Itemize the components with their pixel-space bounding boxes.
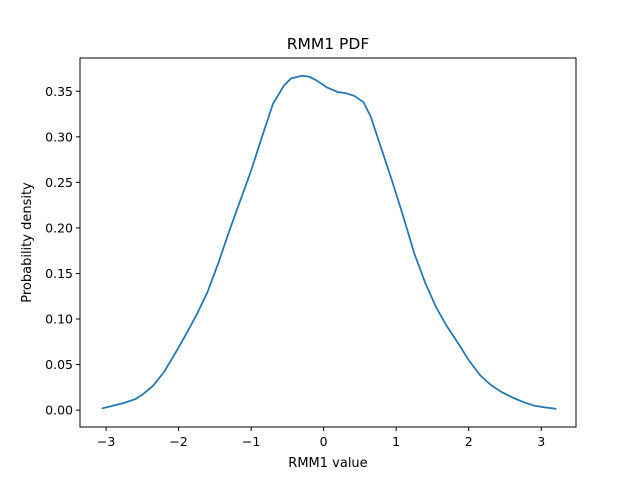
plot-frame: [79, 57, 577, 428]
y-axis: 0.00 0.05 0.10 0.15 0.20 0.25 0.30 0.35: [45, 84, 80, 418]
series-line-0: [101, 74, 557, 410]
x-tick-label: −2: [169, 434, 187, 449]
y-tick-label: 0.05: [45, 357, 73, 372]
y-tick-label: 0.15: [45, 266, 73, 281]
x-tick-label: −1: [242, 434, 260, 449]
y-tick-label: 0.30: [45, 129, 73, 144]
y-tick-label: 0.20: [45, 220, 73, 235]
x-tick-label: 3: [537, 434, 545, 449]
x-tick-label: 2: [465, 434, 473, 449]
y-axis-label: Probability density: [20, 182, 35, 303]
x-tick-label: −3: [97, 434, 115, 449]
series-layer: [101, 74, 557, 410]
chart-title: RMM1 PDF: [287, 35, 370, 53]
x-tick-label: 0: [320, 434, 328, 449]
y-tick-label: 0.25: [45, 175, 73, 190]
x-tick-label: 1: [392, 434, 400, 449]
y-tick-label: 0.10: [45, 312, 73, 327]
x-axis: −3 −2 −1 0 1 2 3: [97, 427, 545, 449]
y-tick-label: 0.00: [45, 403, 73, 418]
x-axis-label: RMM1 value: [288, 456, 367, 471]
plot-area: [79, 57, 577, 428]
y-tick-label: 0.35: [45, 84, 73, 99]
